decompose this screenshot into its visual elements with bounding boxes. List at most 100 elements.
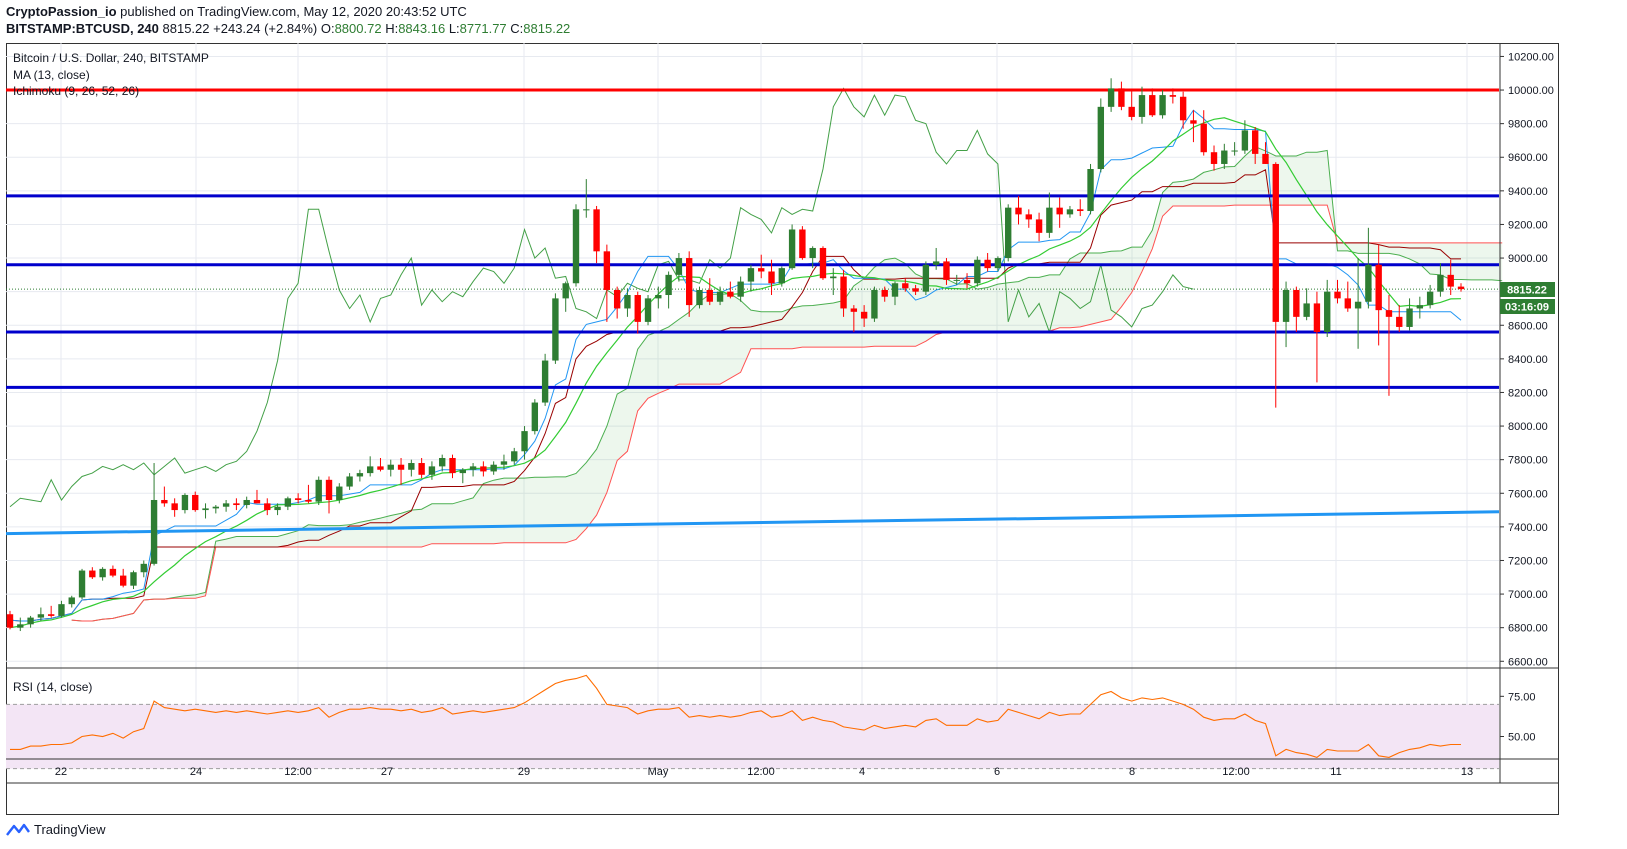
candlestick-chart[interactable]: 75.00 50.00 22 24 12:00 27 29 May 12:00 4 6 8 12:00… (5, 43, 1559, 815)
candle-down (1272, 163, 1279, 322)
candle-up (68, 597, 75, 605)
price-tick-label: 10000.00 (1508, 85, 1554, 97)
candle-down (1251, 130, 1259, 154)
candle-down (613, 289, 621, 309)
publisher-name[interactable]: CryptoPassion_io (6, 4, 117, 19)
candle-up (1406, 308, 1413, 327)
time-tick-label: 29 (518, 766, 530, 778)
high-label: H: (385, 21, 399, 36)
published-text: published on TradingView.com, May 12, 20… (120, 4, 467, 19)
tradingview-brand: TradingView (34, 822, 106, 837)
candle-up (1221, 150, 1228, 164)
candle-down (840, 276, 847, 309)
candle-up (130, 572, 137, 586)
tenkan-sen (9, 109, 1462, 622)
chart-border (6, 43, 1559, 815)
candle-down (1056, 207, 1063, 215)
candle-down (984, 259, 991, 269)
rsi-tick-label: 50.00 (1508, 732, 1536, 744)
chart-container[interactable]: 75.00 50.00 22 24 12:00 27 29 May 12:00 4 6 8 12:00… (5, 43, 1559, 815)
candle-up (747, 268, 755, 282)
price-tick-label: 9800.00 (1508, 119, 1548, 131)
candle-up (572, 209, 580, 284)
candle-down (418, 463, 425, 475)
candle-down (6, 614, 14, 628)
candle-down (902, 283, 909, 289)
candle-up (17, 624, 24, 628)
high-value: 8843.16 (398, 21, 446, 36)
candle-down (1077, 209, 1084, 212)
candle-down (120, 575, 127, 586)
candle-up (541, 360, 549, 403)
chikou-span (9, 87, 1194, 508)
symbol-label: BITSTAMP:BTCUSD, 240 (6, 21, 159, 36)
price-tick-label: 9600.00 (1508, 152, 1548, 164)
candle-up (675, 258, 683, 275)
price-tick-label: 7000.00 (1508, 589, 1548, 601)
candle-down (449, 457, 456, 474)
candle-down (603, 251, 611, 290)
candle-up (1107, 88, 1115, 107)
candle-up (222, 503, 230, 507)
candle-up (1324, 291, 1331, 332)
candle-down (1169, 95, 1177, 97)
time-tick-label: 27 (381, 766, 393, 778)
candle-down (912, 288, 919, 292)
candle-up (284, 498, 292, 507)
time-tick-label: 8 (1129, 766, 1135, 778)
legend-title: Bitcoin / U.S. Dollar, 240, BITSTAMP (13, 51, 209, 65)
time-tick-label: 13 (1461, 766, 1473, 778)
price-tick-label: 8600.00 (1508, 320, 1548, 332)
time-tick-label: 24 (190, 766, 202, 778)
candle-up (737, 281, 744, 297)
candle-up (583, 209, 590, 211)
ohlc-header: BITSTAMP:BTCUSD, 240 8815.22 +243.24 (+2… (6, 21, 570, 36)
price-tick-label: 7800.00 (1508, 455, 1548, 467)
candle-up (562, 283, 569, 299)
senkou-span-a (71, 146, 1503, 622)
time-tick-label: 12:00 (747, 766, 775, 778)
publish-header: CryptoPassion_io published on TradingVie… (6, 4, 467, 19)
price-tick-label: 9200.00 (1508, 219, 1548, 231)
candle-down (233, 503, 240, 506)
candle-up (665, 274, 672, 296)
candle-up (1241, 130, 1249, 151)
candle-down (799, 229, 806, 259)
candle-down (1313, 303, 1321, 332)
horizontal-levels[interactable] (5, 88, 1500, 536)
candle-up (27, 617, 34, 625)
candle-up (37, 614, 45, 618)
candle-up (1365, 264, 1372, 302)
candle-up (1066, 209, 1074, 215)
candle-up (366, 466, 374, 474)
rsi-band (6, 704, 1499, 769)
candle-down (1179, 96, 1187, 121)
candle-down (1447, 274, 1454, 287)
candle-down (1200, 123, 1207, 153)
candle-down (634, 295, 641, 322)
axes: 22 24 12:00 27 29 May 12:00 4 6 8 12:00 11 13 10200.0… (6, 43, 1559, 784)
candle-down (686, 258, 693, 306)
price-tick-label: 8200.00 (1508, 387, 1548, 399)
candle-down (1025, 214, 1032, 220)
candle-down (1334, 291, 1341, 299)
price-tick-label: 7400.00 (1508, 522, 1548, 534)
candle-down (1149, 95, 1156, 116)
candle-up (439, 457, 446, 467)
candle-up (531, 402, 539, 432)
candle-up (624, 295, 631, 309)
candle-down (161, 499, 168, 504)
candle-down (1128, 106, 1135, 117)
candle-down (1210, 152, 1218, 164)
candle-up (644, 298, 652, 322)
candle-down (480, 466, 487, 472)
candle-up (274, 506, 281, 511)
candle-up (778, 268, 785, 284)
candle-down (1344, 298, 1351, 309)
low-value: 8771.77 (459, 21, 507, 36)
last-price: 8815.22 (162, 21, 210, 36)
candle-down (758, 268, 765, 272)
candle-up (459, 469, 466, 474)
candle-up (922, 264, 930, 292)
tradingview-footer[interactable]: TradingView (6, 822, 106, 837)
